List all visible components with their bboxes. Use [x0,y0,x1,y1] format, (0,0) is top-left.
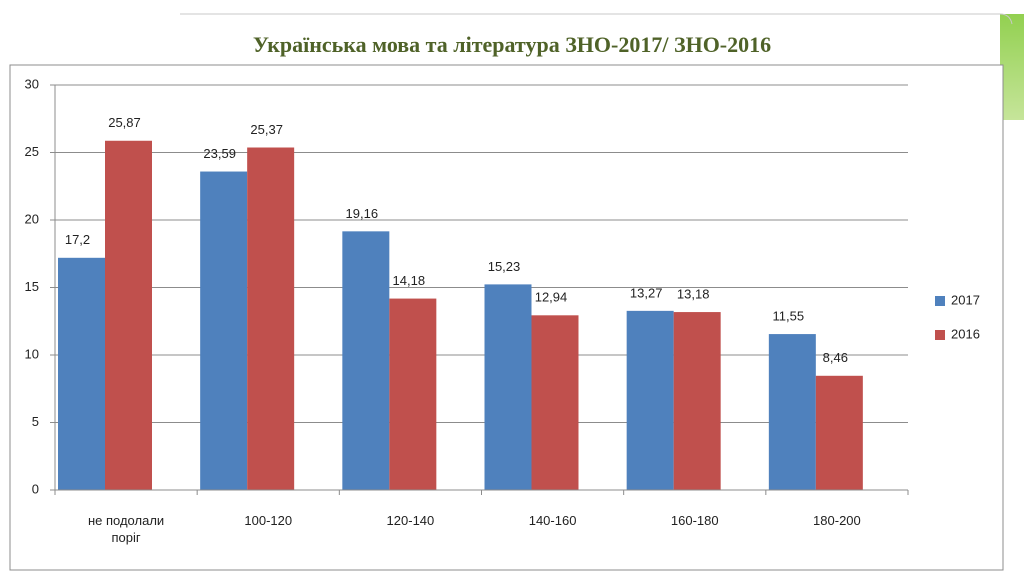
bar [484,284,532,490]
bar [200,171,248,490]
data-label: 23,59 [203,146,236,161]
data-label: 14,18 [393,273,426,288]
x-tick-label: не подолали поріг [87,513,165,545]
x-tick-label: 100-120 [244,513,293,528]
decor-line [180,13,1013,25]
data-label: 25,87 [108,115,141,130]
y-tick-label: 5 [32,414,39,429]
data-label: 11,55 [773,309,805,324]
bar [673,312,721,490]
legend-swatch [935,296,945,306]
data-label: 25,37 [250,122,283,137]
data-label: 12,94 [535,290,568,305]
y-tick-label: 20 [25,211,39,226]
legend-label: 2017 [951,292,980,307]
bar [342,231,390,490]
x-tick-label: 120-140 [386,513,435,528]
chart-title: Українська мова та література ЗНО-2017/ … [253,32,771,57]
data-label: 13,27 [630,285,663,300]
legend-swatch [935,330,945,340]
y-tick-label: 15 [25,279,39,294]
data-label: 13,18 [677,287,710,302]
bar [815,375,863,490]
data-label: 8,46 [823,350,848,365]
y-tick-label: 10 [25,346,39,361]
y-tick-label: 30 [25,76,39,91]
y-tick-label: 25 [25,144,39,159]
x-tick-label: 140-160 [528,513,577,528]
bar [626,310,674,490]
bar [768,334,816,490]
x-tick-label: 160-180 [670,513,719,528]
data-label: 19,16 [346,206,379,221]
bar [247,147,295,490]
x-tick-label: 180-200 [813,513,861,528]
bar [389,298,437,490]
decor-bar [1000,14,1024,120]
bar [58,257,105,490]
legend-label: 2016 [951,326,980,341]
data-label: 17,2 [65,232,90,247]
y-tick-label: 0 [32,481,39,496]
bar [105,140,152,490]
data-label: 15,23 [488,259,521,274]
bar [531,315,579,490]
